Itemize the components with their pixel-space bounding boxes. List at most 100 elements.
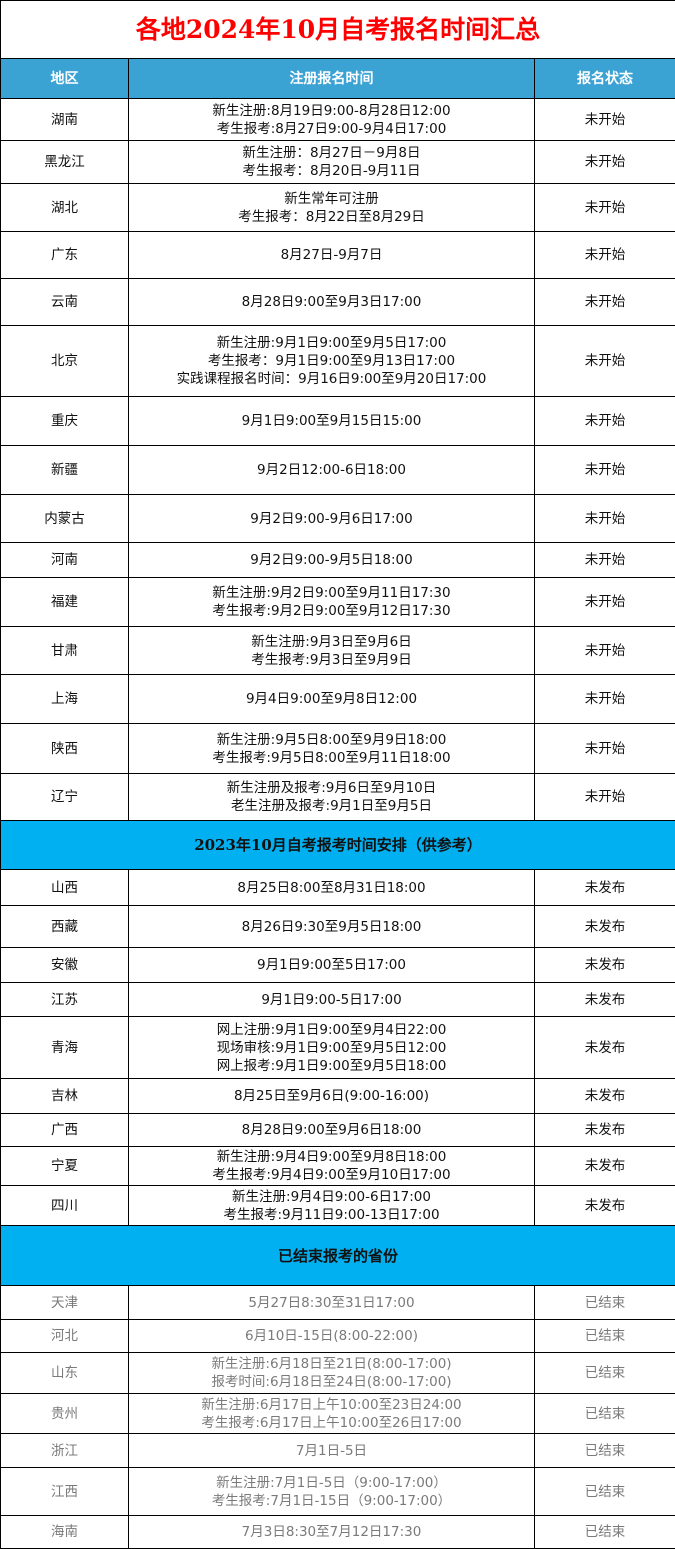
time-line: 考生报考：8月20日-9月11日	[129, 162, 534, 180]
time-cell: 9月4日9:00至9月8日12:00	[129, 675, 535, 724]
status-cell: 未开始	[535, 627, 675, 675]
status-cell: 未开始	[535, 774, 675, 821]
time-cell: 9月2日9:00-9月6日17:00	[129, 495, 535, 543]
region-cell: 海南	[1, 1516, 129, 1549]
status-cell: 未开始	[535, 232, 675, 279]
time-line: 9月4日9:00至9月8日12:00	[129, 690, 534, 708]
time-line: 考生报考:9月3日至9月9日	[129, 651, 534, 669]
table-row: 辽宁新生注册及报考:9月6日至9月10日老生注册及报考:9月1日至9月5日未开始	[1, 774, 675, 821]
region-cell: 陕西	[1, 724, 129, 774]
status-cell: 未发布	[535, 1114, 675, 1147]
time-cell: 新生注册:6月18日至21日(8:00-17:00)报考时间:6月18日至24日…	[129, 1353, 535, 1394]
region-cell: 湖南	[1, 99, 129, 141]
time-line: 考生报考：8月22日至8月29日	[129, 208, 534, 226]
header-status: 报名状态	[535, 59, 675, 99]
status-cell: 未开始	[535, 578, 675, 627]
status-cell: 已结束	[535, 1468, 675, 1516]
time-line: 9月1日9:00至9月15日15:00	[129, 412, 534, 430]
region-cell: 河南	[1, 543, 129, 578]
status-cell: 未开始	[535, 675, 675, 724]
time-line: 考生报考:9月11日9:00-13日17:00	[129, 1206, 534, 1224]
region-cell: 山东	[1, 1353, 129, 1394]
time-line: 新生注册：8月27日－9月8日	[129, 144, 534, 162]
time-cell: 新生常年可注册考生报考：8月22日至8月29日	[129, 184, 535, 232]
section-title: 已结束报考的省份	[1, 1226, 675, 1286]
region-cell: 贵州	[1, 1394, 129, 1434]
time-line: 新生注册:9月5日8:00至9月9日18:00	[129, 731, 534, 749]
region-cell: 安徽	[1, 948, 129, 983]
time-line: 考生报考：9月1日9:00至9月13日17:00	[129, 352, 534, 370]
time-line: 8月26日9:30至9月5日18:00	[129, 918, 534, 936]
time-line: 考生报考:6月17日上午10:00至26日17:00	[129, 1414, 534, 1432]
time-line: 网上注册:9月1日9:00至9月4日22:00	[129, 1021, 534, 1039]
status-cell: 未开始	[535, 543, 675, 578]
region-cell: 江西	[1, 1468, 129, 1516]
region-cell: 黑龙江	[1, 141, 129, 184]
region-cell: 吉林	[1, 1079, 129, 1114]
status-cell: 已结束	[535, 1516, 675, 1549]
time-line: 5月27日8:30至31日17:00	[129, 1294, 534, 1312]
region-cell: 重庆	[1, 397, 129, 446]
status-cell: 未发布	[535, 948, 675, 983]
time-line: 9月2日12:00-6日18:00	[129, 461, 534, 479]
time-line: 新生注册:9月4日9:00至9月8日18:00	[129, 1148, 534, 1166]
time-line: 9月2日9:00-9月6日17:00	[129, 510, 534, 528]
time-line: 现场审核:9月1日9:00至9月5日12:00	[129, 1039, 534, 1057]
time-line: 新生注册:8月19日9:00-8月28日12:00	[129, 102, 534, 120]
table-row: 山东新生注册:6月18日至21日(8:00-17:00)报考时间:6月18日至2…	[1, 1353, 675, 1394]
time-line: 实践课程报名时间：9月16日9:00至9月20日17:00	[129, 370, 534, 388]
time-line: 8月28日9:00至9月3日17:00	[129, 293, 534, 311]
region-cell: 广西	[1, 1114, 129, 1147]
status-cell: 未发布	[535, 906, 675, 948]
header-region: 地区	[1, 59, 129, 99]
status-cell: 未开始	[535, 99, 675, 141]
status-cell: 已结束	[535, 1320, 675, 1353]
region-cell: 广东	[1, 232, 129, 279]
time-cell: 8月25日至9月6日(9:00-16:00)	[129, 1079, 535, 1114]
status-cell: 未开始	[535, 446, 675, 495]
region-cell: 天津	[1, 1286, 129, 1320]
time-line: 新生注册:7月1日-5日（9:00-17:00）	[129, 1474, 534, 1492]
table-row: 甘肃新生注册:9月3日至9月6日考生报考:9月3日至9月9日未开始	[1, 627, 675, 675]
time-cell: 8月26日9:30至9月5日18:00	[129, 906, 535, 948]
status-cell: 未发布	[535, 1079, 675, 1114]
time-line: 新生注册:9月3日至9月6日	[129, 633, 534, 651]
status-cell: 未发布	[535, 1147, 675, 1186]
status-cell: 未开始	[535, 397, 675, 446]
status-cell: 已结束	[535, 1286, 675, 1320]
time-line: 报考时间:6月18日至24日(8:00-17:00)	[129, 1373, 534, 1391]
time-line: 8月25日至9月6日(9:00-16:00)	[129, 1087, 534, 1105]
status-cell: 已结束	[535, 1434, 675, 1468]
region-cell: 四川	[1, 1186, 129, 1226]
time-line: 考生报考:9月5日8:00至9月11日18:00	[129, 749, 534, 767]
time-line: 新生注册:9月2日9:00至9月11日17:30	[129, 584, 534, 602]
section-header-row: 2023年10月自考报考时间安排（供参考）	[1, 821, 675, 870]
time-cell: 新生注册及报考:9月6日至9月10日老生注册及报考:9月1日至9月5日	[129, 774, 535, 821]
region-cell: 辽宁	[1, 774, 129, 821]
region-cell: 内蒙古	[1, 495, 129, 543]
status-cell: 未开始	[535, 279, 675, 326]
region-cell: 新疆	[1, 446, 129, 495]
header-time: 注册报名时间	[129, 59, 535, 99]
